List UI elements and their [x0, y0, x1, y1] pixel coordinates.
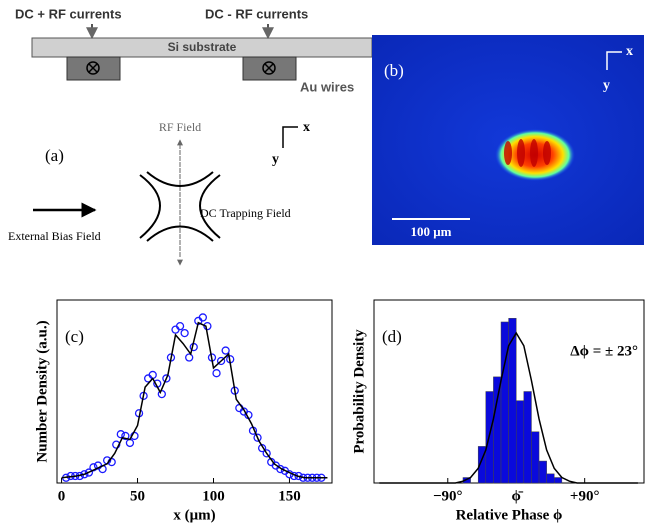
x-tick-label: ϕ̄ [512, 488, 524, 504]
x-tick-label: 100 [202, 488, 225, 504]
x-tick-label: 150 [278, 488, 301, 504]
y-axis-label: Probability Density [351, 329, 367, 454]
fit-line [62, 323, 328, 478]
histogram-bar [516, 401, 524, 483]
histogram-bar [531, 432, 539, 483]
x-tick-label: −90° [433, 488, 463, 504]
field-line [140, 175, 160, 238]
label: DC + RF currents [15, 6, 122, 21]
y-axis-label: Number Density (a.u.) [34, 320, 50, 462]
label: Si substrate [168, 40, 237, 54]
histogram-bar [501, 322, 509, 483]
label: DC Trapping Field [200, 206, 291, 220]
panel-a: DC + RF currents DC - RF currents Si sub… [8, 6, 372, 265]
axes-icon [283, 127, 298, 148]
data-point [126, 439, 133, 446]
x-axis-label: x (μm) [173, 507, 215, 523]
histogram-bar [539, 461, 547, 483]
panel-label: (c) [65, 327, 84, 346]
plot-frame [57, 300, 332, 483]
x-tick-label: 0 [58, 488, 66, 504]
panel-label: (d) [382, 327, 402, 346]
label: Au wires [300, 79, 354, 94]
histogram-bar [554, 478, 562, 483]
label: DC - RF currents [205, 6, 308, 21]
histogram-bar [493, 377, 501, 483]
data-point [213, 370, 220, 377]
label: x [626, 44, 633, 59]
histogram-bar [524, 392, 532, 484]
data-point [181, 330, 188, 337]
label: x [303, 120, 310, 135]
data-point [186, 354, 193, 361]
annotation: Δϕ = ± 23° [570, 343, 638, 359]
histogram-bar [547, 474, 555, 483]
data-point [222, 347, 229, 354]
x-tick-label: 50 [130, 488, 145, 504]
label: y [603, 78, 610, 93]
panel-label: (b) [384, 61, 404, 80]
x-tick-label: +90° [570, 488, 600, 504]
data-point [117, 431, 124, 438]
x-axis-label: Relative Phase ϕ [456, 507, 563, 523]
label: y [272, 152, 279, 167]
label: External Bias Field [8, 229, 101, 243]
label: RF Field [159, 120, 201, 134]
label: 100 μm [411, 224, 452, 239]
panel-b: (b) x y 100 μm [372, 35, 644, 245]
figure: DC + RF currents DC - RF currents Si sub… [0, 0, 648, 524]
panel-label: (a) [45, 146, 64, 165]
